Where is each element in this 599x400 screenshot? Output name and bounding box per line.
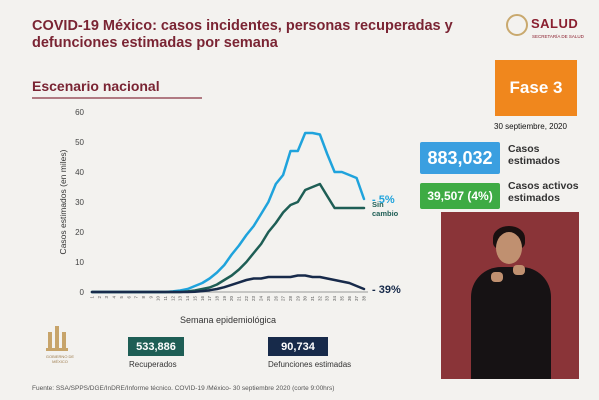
x-tick-label: 2 [97,296,102,299]
x-tick-label: 13 [178,296,183,302]
interpreter-hand [513,265,525,275]
y-tick-label: 20 [75,228,84,237]
emblem-text: GOBIERNO DE MÉXICO [45,354,75,364]
salud-logo: SALUD SECRETARÍA DE SALUD [506,12,594,46]
x-tick-label: 6 [126,296,131,299]
interpreter-hand [491,272,503,282]
logo-subtext: SECRETARÍA DE SALUD [532,34,584,39]
defunciones-label: Defunciones estimadas [268,360,352,369]
y-tick-label: 60 [75,108,84,117]
x-tick-label: 7 [134,296,139,299]
x-tick-label: 12 [170,296,175,302]
y-tick-label: 30 [75,198,84,207]
x-tick-label: 5 [119,296,124,299]
x-tick-label: 4 [112,296,117,299]
x-tick-label: 9 [148,296,153,299]
y-tick-label: 10 [75,258,84,267]
interpreter-head [496,232,522,264]
series-annotation: - 5% [372,194,395,206]
x-tick-label: 24 [259,296,264,302]
x-tick-label: 1 [90,296,95,299]
x-axis-label: Semana epidemiológica [180,315,276,325]
x-tick-label: 15 [192,296,197,302]
recuperados-value: 533,886 [128,337,184,356]
x-tick-label: 30 [303,296,308,302]
casos-estimados-label-1: Casos [508,143,540,155]
scenario-subtitle: Escenario nacional [32,78,160,94]
series-line-1 [90,182,366,294]
x-tick-label: 38 [362,296,367,302]
x-tick-label: 22 [244,296,249,302]
casos-estimados-label: Casos estimados [508,143,560,167]
x-tick-label: 11 [163,296,168,301]
x-tick-label: 29 [295,296,300,302]
series-annotation: cambio [372,209,399,218]
phase-badge: Fase 3 [495,60,577,116]
series-annotation: Sin [372,200,384,209]
x-tick-label: 17 [207,296,212,302]
casos-activos-value: 39,507 (4%) [420,183,500,209]
series-line-0 [90,131,366,294]
x-tick-label: 8 [141,296,146,299]
x-tick-label: 14 [185,296,190,302]
x-tick-label: 3 [104,296,109,299]
x-tick-label: 23 [251,296,256,302]
interpreter-body [471,267,551,379]
x-tick-label: 28 [288,296,293,302]
casos-activos-label-2: estimados [508,192,560,204]
x-tick-label: 33 [325,296,330,302]
x-tick-label: 34 [332,296,337,302]
defunciones-value: 90,734 [268,337,328,356]
subtitle-rule [32,97,202,99]
x-tick-label: 37 [354,296,359,302]
x-tick-label: 36 [347,296,352,302]
source-note: Fuente: SSA/SPPS/DGE/InDRE/Informe técni… [32,385,335,392]
recuperados-label: Recuperados [129,360,177,369]
casos-estimados-value: 883,032 [420,142,500,174]
y-axis-label: Casos estimados (en miles) [58,149,68,254]
x-tick-label: 10 [156,296,161,302]
x-tick-label: 27 [281,296,286,302]
x-tick-label: 26 [273,296,278,302]
series-annotation: - 39% [372,284,401,296]
x-tick-label: 31 [310,296,315,302]
x-tick-label: 20 [229,296,234,302]
seal-icon [506,14,528,36]
x-tick-label: 19 [222,296,227,302]
x-tick-label: 25 [266,296,271,302]
interpreter-video [441,212,579,379]
y-tick-label: 50 [75,138,84,147]
y-tick-label: 40 [75,168,84,177]
logo-text: SALUD [531,16,579,31]
x-tick-label: 21 [237,296,242,302]
casos-activos-label: Casos activos estimados [508,180,579,204]
casos-activos-label-1: Casos activos [508,180,579,192]
x-tick-label: 18 [214,296,219,302]
x-tick-label: 16 [200,296,205,302]
series-line-2 [90,274,366,294]
y-tick-label: 0 [80,288,85,297]
x-tick-label: 35 [339,296,344,302]
report-date: 30 septiembre, 2020 [494,122,567,131]
casos-estimados-label-2: estimados [508,155,560,167]
page-title: COVID-19 México: casos incidentes, perso… [32,18,453,51]
government-emblem-icon [46,322,68,352]
x-tick-label: 32 [317,296,322,302]
